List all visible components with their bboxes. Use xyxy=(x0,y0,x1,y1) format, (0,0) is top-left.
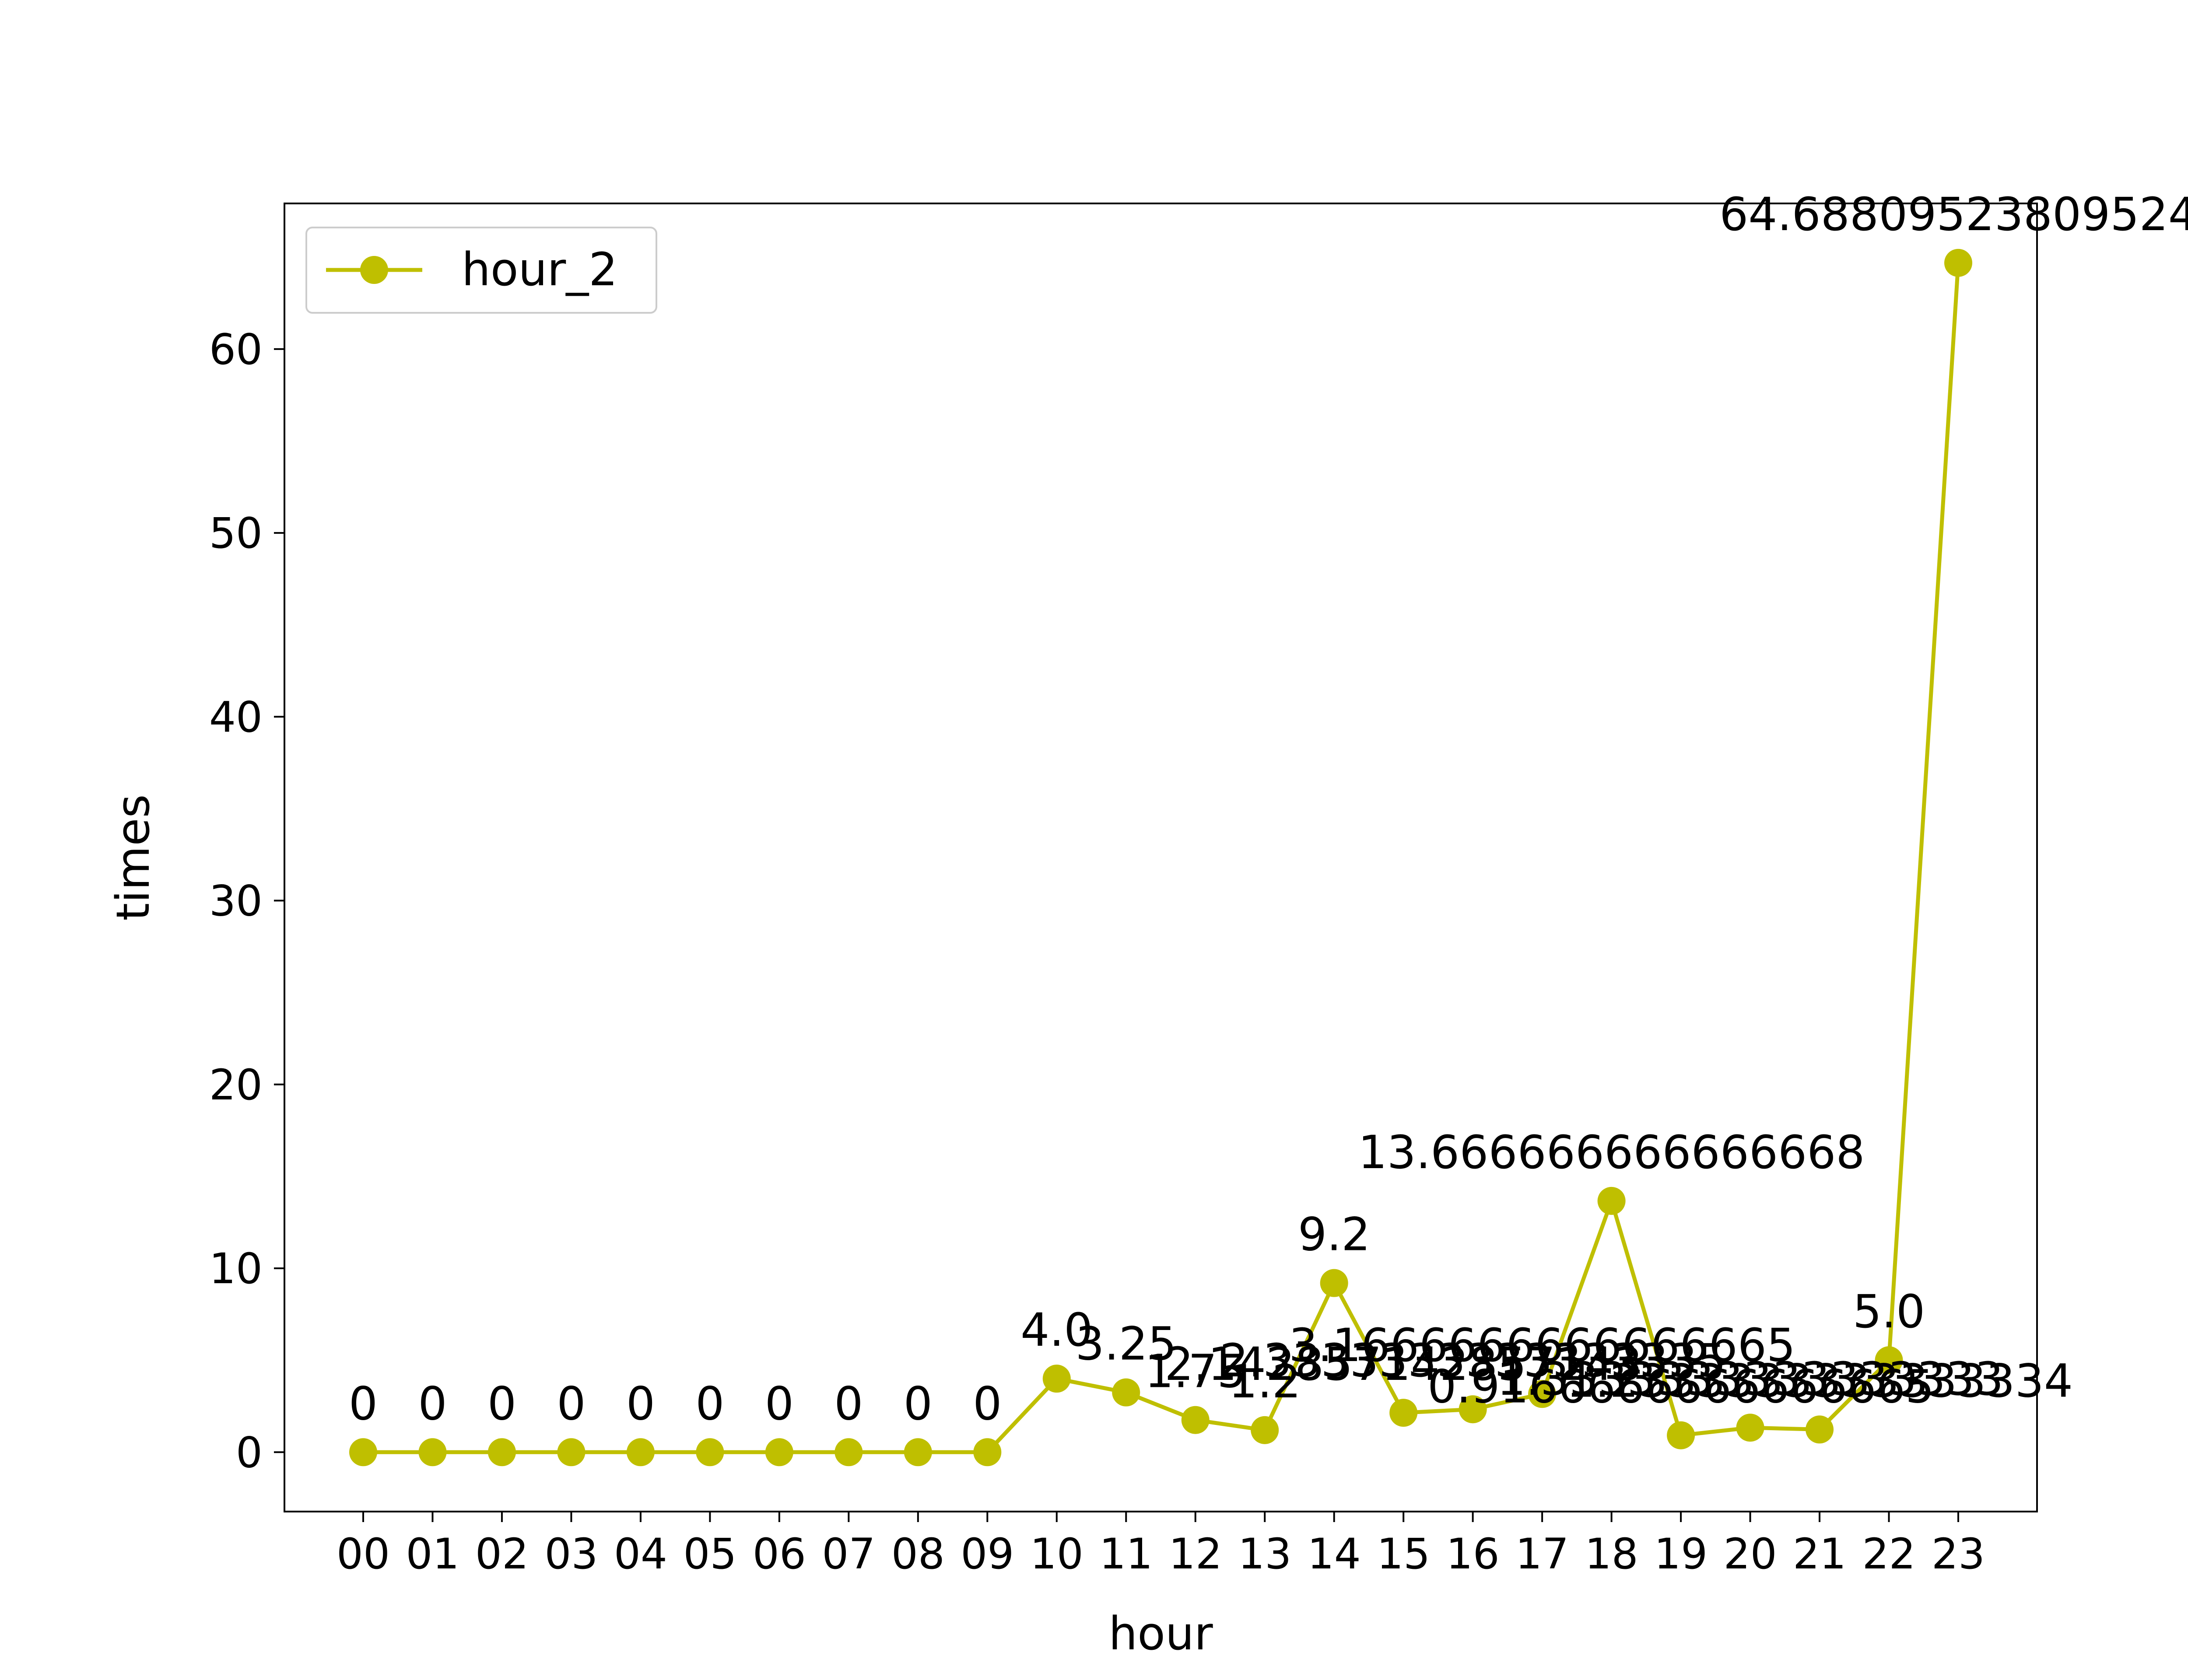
data-label: 9.2 xyxy=(1298,1208,1370,1261)
data-point xyxy=(973,1438,1002,1466)
x-tick-label: 00 xyxy=(337,1530,390,1578)
x-tick-label: 18 xyxy=(1585,1530,1638,1578)
data-label: 1.2 xyxy=(1229,1355,1301,1408)
data-label: 1.2333333333333334 xyxy=(1566,1354,2073,1407)
data-point xyxy=(1944,248,1972,277)
legend-marker xyxy=(360,256,388,284)
data-point xyxy=(1459,1395,1487,1424)
legend-label: hour_2 xyxy=(462,243,617,296)
x-axis: 00 01 02 03 04 05 06 07 08 09 10 11 12 13 14 15 16 17 18 19… xyxy=(337,1512,1985,1578)
plot-area xyxy=(284,203,2038,1512)
data-label: 0.9166666666666665 xyxy=(1427,1360,1934,1414)
data-label: 3.1666666666666665 xyxy=(1289,1319,1795,1372)
data-point xyxy=(487,1438,516,1466)
data-point xyxy=(1112,1378,1140,1407)
data-label: 64.68809523809524 xyxy=(1719,188,2188,241)
data-label: 0 xyxy=(973,1377,1002,1430)
x-tick-label: 07 xyxy=(822,1530,875,1578)
data-point xyxy=(1597,1186,1626,1215)
data-point xyxy=(1251,1416,1279,1444)
data-label: 0 xyxy=(487,1377,516,1430)
y-tick-label: 30 xyxy=(209,877,263,926)
legend: hour_2 xyxy=(305,227,657,314)
data-point xyxy=(1875,1346,1903,1375)
y-tick-label: 50 xyxy=(209,509,263,558)
x-tick-label: 12 xyxy=(1169,1530,1222,1578)
y-axis: 0 10 20 30 40 50 60 xyxy=(209,325,284,1477)
y-tick-label: 0 xyxy=(236,1428,263,1477)
plot-frame xyxy=(284,203,2038,1512)
data-point xyxy=(835,1438,863,1466)
data-point xyxy=(418,1438,447,1466)
data-label-layer: 0 0 0 0 0 0 0 0 0 04.03.251.751.29.22.14285714285… xyxy=(349,188,2188,1430)
data-point xyxy=(1042,1365,1071,1393)
data-point xyxy=(1736,1414,1764,1442)
data-label: 1.75 xyxy=(1145,1345,1246,1398)
x-tick-label: 09 xyxy=(961,1530,1014,1578)
x-tick-label: 22 xyxy=(1862,1530,1915,1578)
data-point xyxy=(1667,1421,1695,1449)
data-point xyxy=(765,1438,793,1466)
data-point xyxy=(349,1438,377,1466)
x-tick-label: 19 xyxy=(1654,1530,1708,1578)
x-tick-label: 04 xyxy=(614,1530,667,1578)
data-label: 4.0 xyxy=(1020,1303,1093,1357)
data-point xyxy=(626,1438,655,1466)
series-line-hour-2 xyxy=(363,262,1960,1454)
data-label: 0 xyxy=(626,1377,655,1430)
x-tick-label: 15 xyxy=(1377,1530,1430,1578)
x-tick-label: 20 xyxy=(1723,1530,1777,1578)
x-tick-label: 03 xyxy=(544,1530,598,1578)
y-tick-label: 40 xyxy=(209,693,263,742)
x-tick-label: 02 xyxy=(475,1530,529,1578)
x-tick-label: 13 xyxy=(1238,1530,1291,1578)
data-label: 2.142857142857143 xyxy=(1164,1337,1642,1391)
data-point xyxy=(1806,1415,1834,1444)
data-point xyxy=(1389,1399,1418,1427)
data-label: 0 xyxy=(418,1377,447,1430)
x-tick-label: 11 xyxy=(1099,1530,1153,1578)
data-point xyxy=(1528,1380,1557,1408)
data-label: 0 xyxy=(349,1377,378,1430)
data-point xyxy=(1181,1406,1210,1434)
data-label: 0 xyxy=(904,1377,933,1430)
series-layer xyxy=(349,248,1972,1466)
x-tick-label: 06 xyxy=(753,1530,806,1578)
data-point xyxy=(696,1438,724,1466)
x-tick-label: 16 xyxy=(1446,1530,1500,1578)
x-tick-label: 23 xyxy=(1932,1530,1985,1578)
y-tick-label: 60 xyxy=(209,325,263,374)
data-label: 5.0 xyxy=(1853,1285,1925,1338)
y-tick-label: 20 xyxy=(209,1060,263,1110)
legend-box xyxy=(305,227,657,314)
x-tick-label: 17 xyxy=(1515,1530,1569,1578)
data-label: 3.25 xyxy=(1075,1317,1177,1371)
data-point xyxy=(904,1438,932,1466)
data-label: 13.666666666666668 xyxy=(1358,1126,1865,1179)
x-tick-label: 01 xyxy=(406,1530,459,1578)
x-tick-label: 21 xyxy=(1793,1530,1846,1578)
data-label: 0 xyxy=(834,1377,863,1430)
data-label: 1.3333333333333333 xyxy=(1497,1352,2004,1406)
y-tick-label: 10 xyxy=(209,1244,263,1293)
x-tick-label: 10 xyxy=(1030,1530,1083,1578)
data-label: 2.3333333333333335 xyxy=(1220,1334,1726,1387)
x-tick-label: 14 xyxy=(1308,1530,1361,1578)
x-tick-label: 08 xyxy=(891,1530,945,1578)
data-label: 0 xyxy=(695,1377,724,1430)
data-label: 0 xyxy=(557,1377,586,1430)
y-axis-title: times xyxy=(106,794,160,920)
x-axis-title: hour xyxy=(1108,1607,1213,1660)
data-point xyxy=(557,1438,586,1466)
data-label: 0 xyxy=(765,1377,794,1430)
data-point xyxy=(1320,1269,1348,1297)
x-tick-label: 05 xyxy=(683,1530,736,1578)
